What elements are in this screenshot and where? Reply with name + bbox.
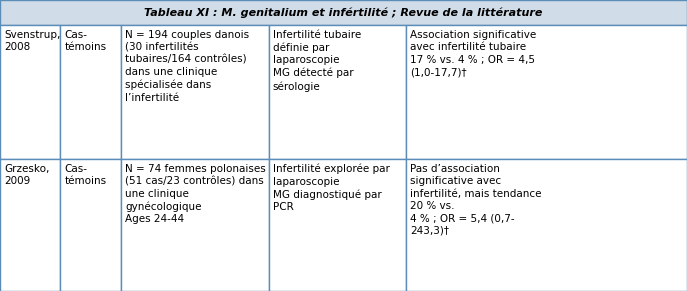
Bar <box>60 25 121 159</box>
Text: Infertilité explorée par
laparoscopie
MG diagnostiqué par
PCR: Infertilité explorée par laparoscopie MG… <box>273 164 390 212</box>
Bar <box>0 0 687 25</box>
Text: Association significative
avec infertilité tubaire
17 % vs. 4 % ; OR = 4,5
(1,0-: Association significative avec infertili… <box>410 30 537 77</box>
Bar <box>0 25 60 159</box>
Bar <box>406 25 687 159</box>
Bar <box>0 159 60 291</box>
Bar <box>60 159 121 291</box>
Text: Cas-
témoins: Cas- témoins <box>65 164 106 186</box>
Text: Tableau XI : M. genitalium et infértilité ; Revue de la littérature: Tableau XI : M. genitalium et infértilit… <box>144 7 543 18</box>
Bar <box>121 25 269 159</box>
Text: N = 194 couples danois
(30 infertilités
tubaires/164 contrôles)
dans une cliniqu: N = 194 couples danois (30 infertilités … <box>125 30 249 103</box>
Text: Infertilité tubaire
définie par
laparoscopie
MG détecté par
sérologie: Infertilité tubaire définie par laparosc… <box>273 30 361 92</box>
Text: Grzesko,
2009: Grzesko, 2009 <box>4 164 49 186</box>
Text: Cas-
témoins: Cas- témoins <box>65 30 106 52</box>
Bar <box>121 159 269 291</box>
Text: Svenstrup,
2008: Svenstrup, 2008 <box>4 30 60 52</box>
Text: N = 74 femmes polonaises
(51 cas/23 contrôles) dans
une clinique
gynécologique
A: N = 74 femmes polonaises (51 cas/23 cont… <box>125 164 266 224</box>
Text: Pas d’association
significative avec
infertilité, mais tendance
20 % vs.
4 % ; O: Pas d’association significative avec inf… <box>410 164 541 236</box>
Bar <box>269 25 406 159</box>
Bar <box>406 159 687 291</box>
Bar <box>269 159 406 291</box>
